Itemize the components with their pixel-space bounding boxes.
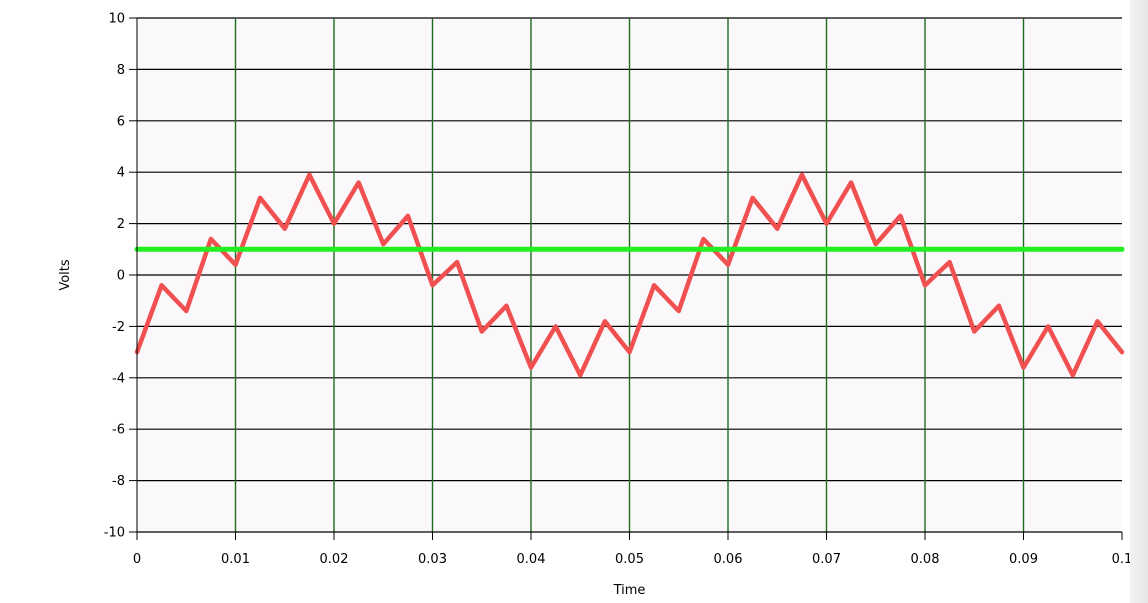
signal-series-line bbox=[134, 172, 1125, 378]
series-layer bbox=[134, 172, 1125, 378]
x-tick-label: 0.1 bbox=[1112, 552, 1133, 567]
x-tick-label: 0 bbox=[133, 552, 141, 567]
x-tick-label: 0.01 bbox=[221, 552, 250, 567]
y-tick-label: -6 bbox=[112, 423, 125, 438]
x-axis-title: Time bbox=[613, 583, 646, 598]
tick-labels: 10 8 6 4 2 0 -2 -4 -6 -8 -10 0 0.01 0.02 0.03 0.04 0.05 0… bbox=[104, 12, 1133, 568]
y-tick-label: 0 bbox=[117, 269, 125, 284]
x-tick-label: 0.05 bbox=[615, 552, 644, 567]
x-tick-label: 0.02 bbox=[320, 552, 349, 567]
x-tick-label: 0.04 bbox=[517, 552, 546, 567]
y-tick-label: 4 bbox=[117, 166, 125, 181]
x-tick-label: 0.08 bbox=[911, 552, 940, 567]
y-tick-label: 10 bbox=[108, 12, 125, 27]
y-axis-title: Volts bbox=[58, 259, 73, 291]
x-tick-label: 0.06 bbox=[714, 552, 743, 567]
y-tick-label: -8 bbox=[112, 474, 125, 489]
axes bbox=[129, 17, 1123, 540]
x-tick-label: 0.07 bbox=[812, 552, 841, 567]
y-tick-label: 8 bbox=[117, 63, 125, 78]
y-tick-label: -2 bbox=[112, 320, 125, 335]
x-tick-label: 0.03 bbox=[418, 552, 447, 567]
x-tick-label: 0.09 bbox=[1009, 552, 1038, 567]
y-tick-label: 2 bbox=[117, 217, 125, 232]
side-panel-edge bbox=[1130, 0, 1148, 603]
y-tick-label: -4 bbox=[112, 371, 125, 386]
y-tick-label: 6 bbox=[117, 114, 125, 129]
y-tick-label: -10 bbox=[104, 526, 125, 541]
